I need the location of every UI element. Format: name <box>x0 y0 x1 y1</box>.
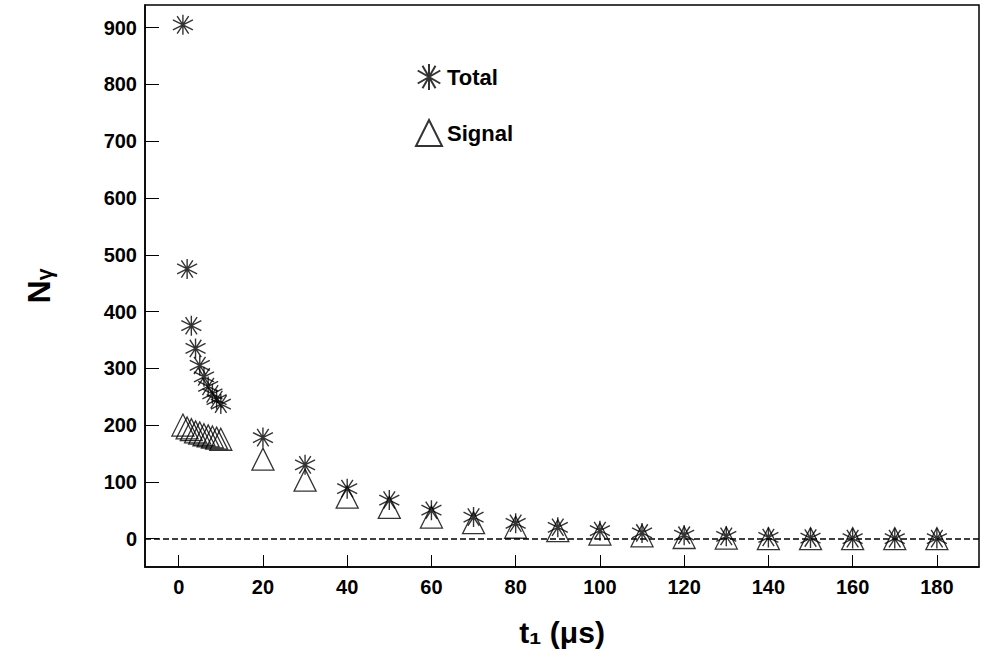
svg-text:Total: Total <box>447 65 498 90</box>
svg-text:600: 600 <box>104 187 137 209</box>
svg-text:100: 100 <box>104 471 137 493</box>
svg-text:140: 140 <box>752 576 785 598</box>
svg-text:180: 180 <box>920 576 953 598</box>
svg-text:300: 300 <box>104 357 137 379</box>
svg-text:Nᵧ: Nᵧ <box>21 268 57 303</box>
svg-text:80: 80 <box>505 576 527 598</box>
svg-text:700: 700 <box>104 130 137 152</box>
svg-text:0: 0 <box>173 576 184 598</box>
svg-text:t₁ (μs): t₁ (μs) <box>519 616 605 649</box>
svg-text:120: 120 <box>667 576 700 598</box>
svg-text:60: 60 <box>420 576 442 598</box>
svg-text:800: 800 <box>104 73 137 95</box>
svg-text:500: 500 <box>104 244 137 266</box>
svg-text:400: 400 <box>104 301 137 323</box>
svg-text:900: 900 <box>104 17 137 39</box>
svg-text:Signal: Signal <box>447 121 513 146</box>
svg-text:20: 20 <box>252 576 274 598</box>
svg-text:0: 0 <box>126 528 137 550</box>
svg-text:40: 40 <box>336 576 358 598</box>
svg-text:200: 200 <box>104 414 137 436</box>
svg-text:100: 100 <box>583 576 616 598</box>
svg-text:160: 160 <box>836 576 869 598</box>
